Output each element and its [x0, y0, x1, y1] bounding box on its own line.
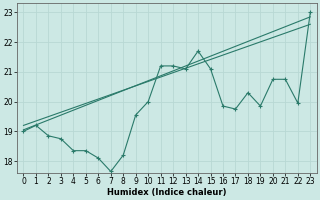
X-axis label: Humidex (Indice chaleur): Humidex (Indice chaleur)	[107, 188, 227, 197]
